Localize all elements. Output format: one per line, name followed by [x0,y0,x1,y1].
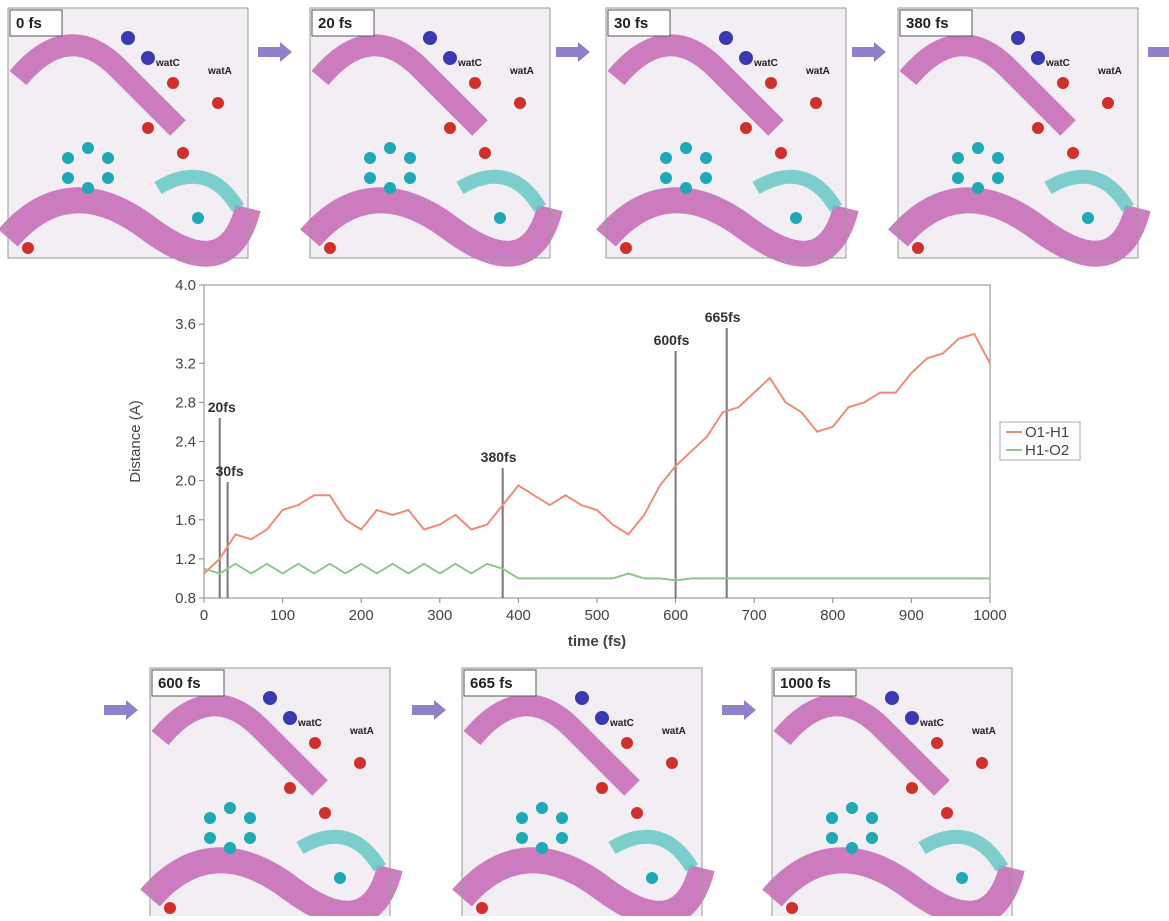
molecule-image [462,668,702,916]
annotation-label: 30fs [216,463,244,479]
x-tick-label: 0 [200,607,208,624]
time-label-box [311,9,375,37]
time-label-box [151,669,225,697]
water-label: watC [609,718,634,729]
x-tick-label: 400 [506,607,531,624]
snapshot-panel: 380 fs watC watA [898,8,1138,258]
time-label-box [463,669,537,697]
y-tick-label: 2.0 [175,473,196,490]
y-tick-label: 3.2 [175,355,196,372]
molecule-image [150,668,390,916]
y-tick-label: 4.0 [175,277,196,294]
water-label: watC [457,58,482,69]
panel-border [309,7,551,259]
y-tick-label: 0.8 [175,590,196,607]
time-label: 20 fs [318,15,352,32]
time-label: 665 fs [470,675,513,692]
x-tick-label: 800 [820,607,845,624]
time-label-box [9,9,63,37]
molecule-image [898,8,1138,258]
series-line [203,332,991,575]
snapshot-panel: 665 fs watC watA [462,668,702,916]
water-label: watC [753,58,778,69]
snapshot-panel: 0 fs watC watA [8,8,248,258]
arrow [852,42,886,62]
time-label-box [899,9,973,37]
water-label: watA [207,66,232,77]
x-tick-label: 100 [270,607,295,624]
arrow [1148,47,1169,57]
time-label: 1000 fs [780,675,831,692]
molecule-image [8,8,248,258]
panel-border [7,7,249,259]
y-tick-label: 2.4 [175,434,196,451]
molecule-image [310,8,550,258]
arrow [104,700,138,720]
series-line [203,562,990,582]
x-tick-label: 700 [742,607,767,624]
time-label: 30 fs [614,15,648,32]
molecule-image [606,8,846,258]
time-label: 0 fs [16,15,42,32]
legend-label: H1-O2 [1025,442,1069,459]
x-tick-label: 300 [427,607,452,624]
x-tick-label: 900 [899,607,924,624]
water-label: watA [971,726,996,737]
legend-label: O1-H1 [1025,424,1069,441]
x-tick-label: 500 [584,607,609,624]
water-label: watC [297,718,322,729]
plot-area [203,284,991,599]
annotation-label: 380fs [481,449,517,465]
y-tick-label: 1.2 [175,551,196,568]
snapshot-panel: 600 fs watC watA [150,668,390,916]
annotation-label: 20fs [208,399,236,415]
time-label: 380 fs [906,15,949,32]
arrow [556,42,590,62]
water-label: watA [661,726,686,737]
legend-box [999,421,1081,461]
water-label: watA [1097,66,1122,77]
molecule-image [772,668,1012,916]
y-tick-label: 1.6 [175,512,196,529]
x-axis-label: time (fs) [568,633,626,650]
x-tick-label: 200 [349,607,374,624]
annotation-label: 665fs [705,309,741,325]
arrow [258,42,292,62]
arrow [412,700,446,720]
x-tick-label: 600 [663,607,688,624]
arrow [722,700,756,720]
time-label-box [607,9,671,37]
panel-border [605,7,847,259]
time-label: 600 fs [158,675,201,692]
time-label-box [773,669,857,697]
panel-border [897,7,1139,259]
water-label: watC [919,718,944,729]
water-label: watA [509,66,534,77]
y-tick-label: 3.6 [175,316,196,333]
water-label: watC [1045,58,1070,69]
annotation-label: 600fs [654,332,690,348]
snapshot-panel: 20 fs watC watA [310,8,550,258]
water-label: watA [805,66,830,77]
snapshot-panel: 1000 fs watC watA [772,668,1012,916]
y-tick-label: 2.8 [175,394,196,411]
x-tick-label: 1000 [973,607,1006,624]
water-label: watA [349,726,374,737]
water-label: watC [155,58,180,69]
y-axis-label: Distance (A) [127,400,144,483]
snapshot-panel: 30 fs watC watA [606,8,846,258]
